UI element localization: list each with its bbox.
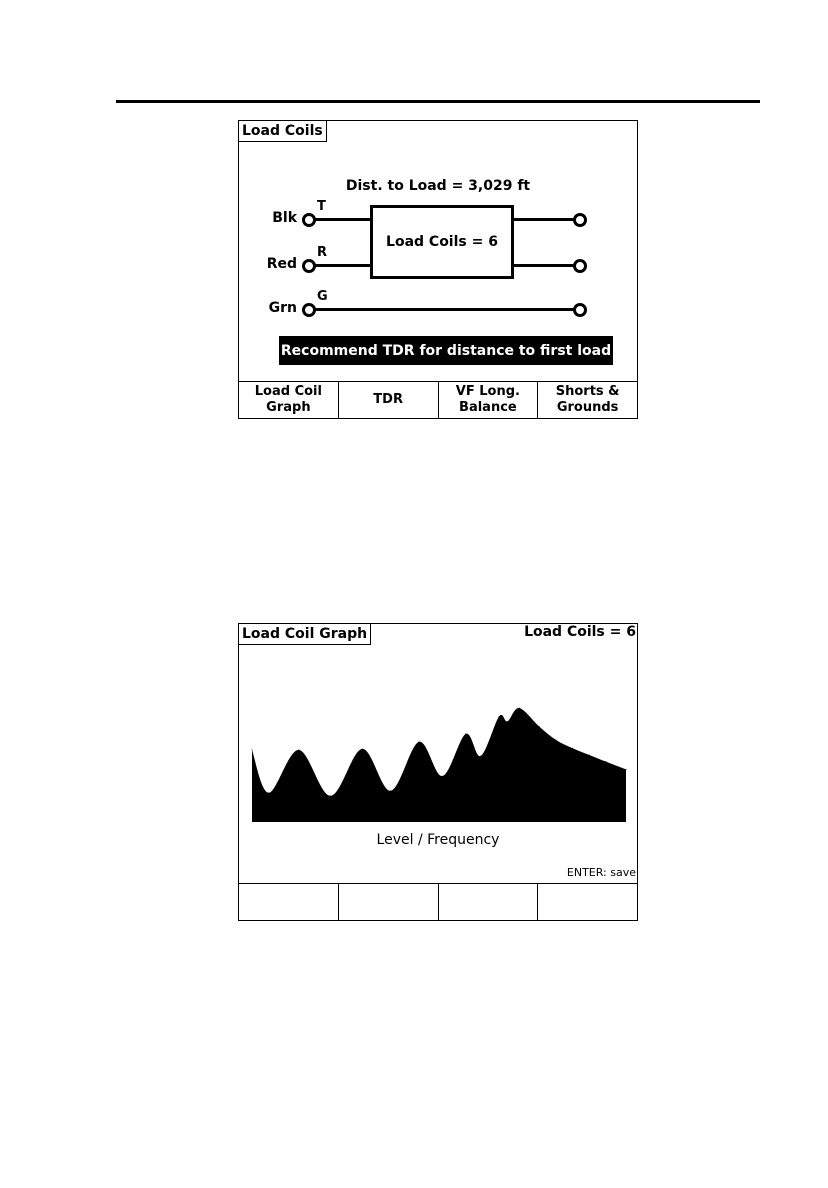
level-area: [252, 707, 626, 822]
data-point: [555, 739, 557, 741]
softkey-label: Graph: [266, 400, 311, 415]
data-point: [588, 754, 590, 756]
ring-wire-right: [511, 264, 577, 267]
softkey-label: Load Coil: [254, 384, 322, 399]
wire-color-label: Red: [266, 256, 297, 272]
softkey-2[interactable]: [337, 884, 438, 920]
terminal-icon: [302, 303, 316, 317]
level-frequency-graph: [251, 707, 627, 822]
softkey-1[interactable]: [239, 884, 338, 920]
header-rule: [116, 100, 760, 103]
recommendation-banner: Recommend TDR for distance to first load: [279, 336, 613, 365]
data-point: [480, 755, 482, 757]
pair-label: G: [317, 289, 328, 304]
softkey-label: VF Long.: [455, 384, 520, 399]
data-point: [268, 792, 270, 794]
data-point: [361, 748, 363, 750]
wire-color-label: Blk: [272, 210, 297, 226]
graph-label: Level / Frequency: [376, 832, 500, 848]
softkey-bar: Load Coil Graph TDR VF Long. Balance Short…: [239, 381, 637, 418]
load-coil-graph-softkey[interactable]: Load Coil Graph: [239, 382, 338, 418]
data-point: [390, 790, 392, 792]
data-point: [538, 725, 540, 727]
data-point: [572, 747, 574, 749]
softkey-label: Balance: [459, 400, 517, 415]
load-coil-graph-screen: Load Coil Graph Load Coils = 6 Level / F…: [238, 623, 638, 921]
data-point: [441, 775, 443, 777]
terminal-icon: [573, 213, 587, 227]
load-coils-screen: Load Coils Dist. to Load = 3,029 ft Blk …: [238, 120, 638, 419]
tip-wire-left: [311, 218, 373, 221]
pair-label: T: [317, 199, 326, 214]
data-point: [518, 707, 520, 709]
terminal-icon: [302, 213, 316, 227]
wire-color-label: Grn: [268, 300, 297, 316]
data-point: [298, 749, 300, 751]
vf-long-balance-softkey[interactable]: VF Long. Balance: [437, 382, 538, 418]
data-point: [251, 749, 253, 751]
pair-label: R: [317, 245, 328, 260]
load-coils-box: Load Coils = 6: [370, 205, 514, 279]
enter-save-hint: ENTER: save: [566, 866, 636, 879]
data-point: [498, 715, 500, 717]
terminal-icon: [302, 259, 316, 273]
load-coils-count: Load Coils = 6: [386, 234, 498, 250]
data-point: [605, 761, 607, 763]
terminal-icon: [573, 259, 587, 273]
ground-wire: [311, 308, 577, 311]
data-point: [625, 768, 627, 770]
softkey-label: Shorts &: [555, 384, 620, 399]
data-point: [465, 733, 467, 735]
softkey-3[interactable]: [437, 884, 538, 920]
softkey-4[interactable]: [537, 884, 637, 920]
shorts-grounds-softkey[interactable]: Shorts & Grounds: [537, 382, 637, 418]
terminal-icon: [573, 303, 587, 317]
screen-title: Load Coils: [238, 120, 327, 142]
load-coils-status: Load Coils = 6: [524, 624, 636, 640]
softkey-label: Grounds: [556, 400, 619, 415]
data-point: [418, 741, 420, 743]
ring-wire-left: [311, 264, 373, 267]
screen-title: Load Coil Graph: [238, 623, 372, 645]
distance-to-load: Dist. to Load = 3,029 ft: [345, 178, 531, 194]
softkey-bar: [239, 883, 637, 920]
tdr-softkey[interactable]: TDR: [337, 382, 438, 418]
tip-wire-right: [511, 218, 577, 221]
softkey-label: TDR: [373, 392, 403, 407]
data-point: [329, 795, 331, 797]
data-point: [506, 720, 508, 722]
